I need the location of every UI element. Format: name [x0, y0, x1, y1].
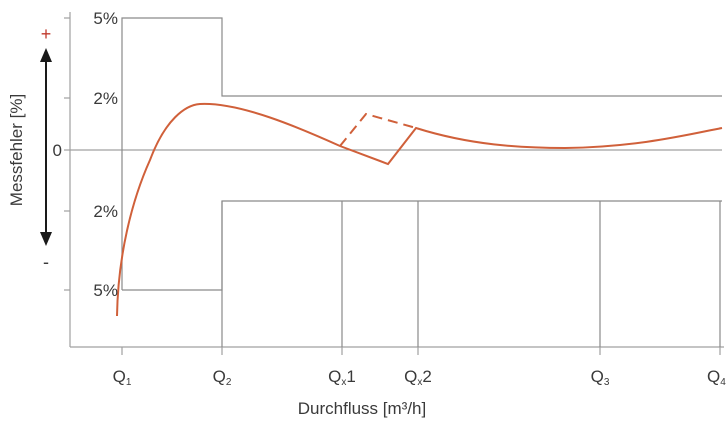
x-tick-label-q4: Q4 — [707, 367, 726, 388]
y-axis-title: Messfehler [%] — [7, 94, 26, 206]
y-tick-label-minus-5: 5% — [93, 281, 118, 300]
y-ticks — [64, 17, 70, 291]
minus-sign: - — [43, 252, 49, 272]
y-tick-label-5: 5% — [93, 9, 118, 28]
x-tick-label-q2: Q2 — [213, 367, 232, 388]
upper-error-limit — [121, 17, 722, 290]
error-curve-dashed-alternative — [339, 112, 417, 147]
x-tick-label-q1: Q1 — [113, 367, 132, 388]
lower-error-limit — [122, 200, 722, 291]
error-curve — [116, 102, 723, 317]
x-tick-label-qx2: Qx2 — [404, 367, 432, 388]
y-tick-label-0: 0 — [53, 141, 62, 160]
x-tick-label-q3: Q3 — [591, 367, 610, 388]
x-ticks — [121, 347, 721, 355]
x-axis-title: Durchfluss [m³/h] — [298, 399, 426, 418]
x-tick-label-qx1: Qx1 — [328, 367, 356, 388]
y-tick-label-2: 2% — [93, 89, 118, 108]
plus-sign: + — [41, 24, 52, 44]
error-direction-arrow — [40, 48, 52, 246]
y-tick-label-minus-2: 2% — [93, 202, 118, 221]
